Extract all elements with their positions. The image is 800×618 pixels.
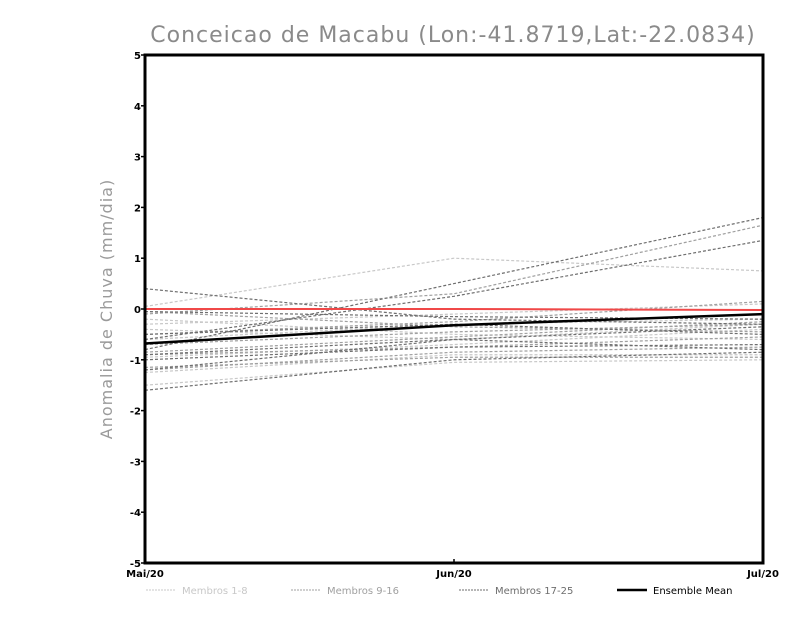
member-line-group1-5 (144, 328, 764, 358)
member-line-group3-2 (144, 216, 764, 351)
axis-ticks: -5 -4 -3 -2 -1 0 1 2 3 4 5 Mai/20 Jun/20 Jul/20 (126, 51, 779, 580)
member-line-group3-1 (144, 288, 764, 325)
member-line-group1-1 (144, 257, 764, 308)
member-line-group2-3 (144, 346, 764, 371)
member-line-group1-8 (144, 323, 764, 341)
y-tick-label: 4 (134, 102, 141, 113)
member-line-group2-8 (144, 356, 763, 369)
y-axis-label: Anomalia de Chuva (mm/dia) (97, 179, 116, 439)
member-line-group1-2 (144, 303, 764, 325)
y-tick-label: -5 (130, 559, 141, 570)
y-tick-label: 1 (134, 254, 141, 265)
reference-line (145, 308, 764, 312)
member-line-group2-7 (144, 323, 764, 346)
member-line-group1-4 (144, 318, 764, 341)
y-tick-label: -3 (130, 457, 141, 468)
y-tick-label: -4 (130, 508, 141, 519)
member-line-group1-6 (144, 318, 764, 341)
y-tick-label: 0 (134, 305, 141, 316)
member-line-group1-3 (144, 359, 764, 386)
member-line-group3-3 (144, 239, 764, 341)
member-line-group2-1 (144, 224, 764, 315)
member-line-group2-5 (144, 310, 764, 333)
member-line-group2-6 (144, 336, 764, 356)
legend-label: Ensemble Mean (653, 586, 732, 597)
member-line-group2-4 (144, 300, 764, 335)
chart-title: Conceicao de Macabu (Lon:-41.8719,Lat:-2… (150, 23, 755, 48)
ensemble-mean-line (144, 312, 764, 345)
member-line-group3-7 (144, 338, 764, 356)
legend-label: Membros 17-25 (495, 586, 573, 597)
y-tick-label: 2 (134, 203, 141, 214)
legend: Membros 1-8 Membros 9-16 Membros 17-25 Ense… (146, 586, 732, 597)
x-tick-label: Jun/20 (435, 569, 472, 580)
y-tick-label: 3 (134, 153, 141, 164)
legend-label: Membros 9-16 (327, 586, 399, 597)
x-tick-label: Jul/20 (746, 569, 779, 580)
series-layer (144, 216, 764, 391)
member-line-group3-9 (144, 343, 764, 361)
y-tick-label: 5 (134, 51, 141, 62)
member-line-group3-8 (144, 323, 764, 335)
y-tick-label: -2 (130, 407, 141, 418)
member-line-group3-4 (144, 351, 764, 391)
y-tick-label: -1 (130, 356, 141, 367)
legend-label: Membros 1-8 (182, 586, 248, 597)
x-tick-label: Mai/20 (126, 569, 164, 580)
